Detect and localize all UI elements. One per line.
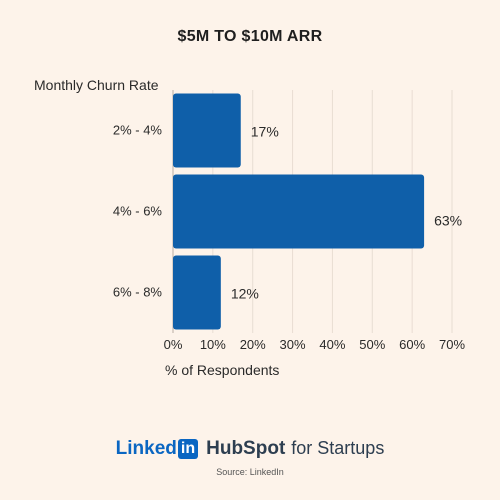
data-label: 63% <box>434 213 462 229</box>
linkedin-logo-word: Linked <box>115 438 177 459</box>
bar <box>173 93 241 168</box>
chart-title: $5M TO $10M ARR <box>177 28 323 45</box>
hubspot-logo-word: HubSpot <box>206 438 286 459</box>
data-label: 17% <box>251 124 279 140</box>
linkedin-logo-box: in <box>177 439 199 459</box>
bar <box>173 255 221 330</box>
x-tick-label: 20% <box>240 337 266 352</box>
x-tick-label: 30% <box>280 337 306 352</box>
source-note: Source: LinkedIn <box>216 467 284 477</box>
x-axis-title: % of Respondents <box>165 362 280 378</box>
x-tick-label: 60% <box>399 337 425 352</box>
hubspot-tagline: for Startups <box>291 438 385 458</box>
category-label: 2% - 4% <box>113 123 163 138</box>
x-tick-label: 50% <box>359 337 385 352</box>
x-tick-label: 70% <box>439 337 465 352</box>
category-label: 4% - 6% <box>113 204 163 219</box>
x-tick-label: 40% <box>319 337 345 352</box>
linkedin-logo: Linked in <box>115 438 199 460</box>
y-axis-title: Monthly Churn Rate <box>34 77 159 93</box>
footer-logos: Linked in HubSpot for Startups <box>0 438 500 460</box>
data-label: 12% <box>231 286 259 302</box>
x-tick-label: 0% <box>164 337 183 352</box>
bar <box>173 174 425 249</box>
category-label: 6% - 8% <box>113 285 163 300</box>
hubspot-logo: HubSpot for Startups <box>206 438 384 460</box>
x-tick-label: 10% <box>200 337 226 352</box>
